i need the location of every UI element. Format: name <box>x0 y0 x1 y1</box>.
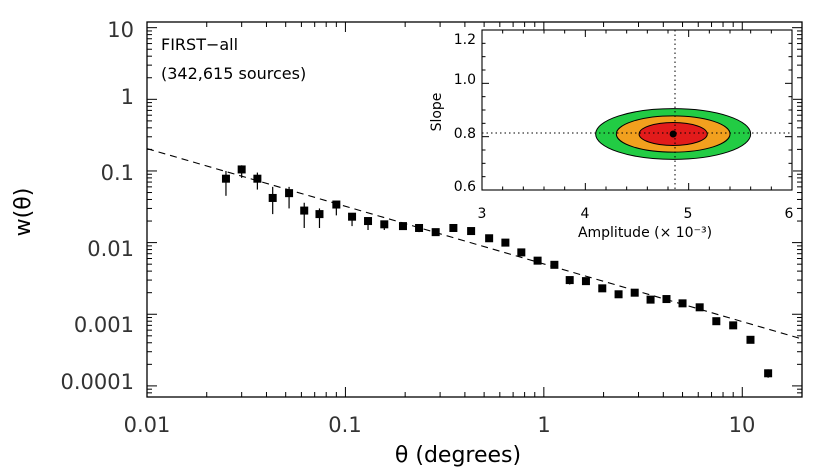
data-point-4 <box>285 189 294 198</box>
x-axis-label: θ (degrees) <box>395 443 521 467</box>
dataset-annotation-line-2: (342,615 sources) <box>161 64 306 83</box>
y-axis-label: w(θ) <box>11 188 36 237</box>
inset-x-axis-label: Amplitude (× 10⁻³) <box>578 225 712 241</box>
inset-x-tick-label-3: 6 <box>785 206 794 222</box>
x-tick-label-1: 0.1 <box>328 413 361 437</box>
data-point-6 <box>315 210 324 219</box>
y-tick-label-0: 0.0001 <box>61 370 134 394</box>
data-point-5 <box>300 206 309 215</box>
data-point-32 <box>746 335 755 344</box>
y-tick-label-1: 0.001 <box>74 313 134 337</box>
data-point-28 <box>678 299 687 308</box>
main-plot-frame <box>146 21 803 398</box>
data-point-7 <box>332 200 341 209</box>
data-points <box>221 165 773 378</box>
inset-plot: 3 4 5 6 0.6 0.8 1.0 1.2 Amplitude (× 10⁻… <box>429 29 794 241</box>
y-tick-label-5: 10 <box>107 18 134 42</box>
x-tick-label-2: 1 <box>537 413 550 437</box>
main-axis-ticks <box>146 22 803 398</box>
data-point-10 <box>380 220 389 229</box>
data-point-31 <box>729 321 738 330</box>
x-tick-label-0: 0.01 <box>124 413 171 437</box>
data-point-17 <box>501 238 510 247</box>
x-tick-label-3: 10 <box>729 413 756 437</box>
data-point-22 <box>581 277 590 286</box>
inset-x-tick-label-2: 5 <box>684 206 693 222</box>
data-point-21 <box>565 276 574 285</box>
inset-x-tick-label-0: 3 <box>478 206 487 222</box>
data-point-12 <box>415 223 424 232</box>
data-point-33 <box>764 369 773 378</box>
data-point-20 <box>550 260 559 269</box>
data-point-0 <box>221 174 230 183</box>
data-point-8 <box>348 212 357 221</box>
data-point-24 <box>614 290 623 299</box>
data-point-15 <box>467 227 476 236</box>
inset-y-tick-label-1: 0.8 <box>454 126 476 142</box>
data-point-26 <box>646 295 655 304</box>
data-point-13 <box>431 228 440 237</box>
data-point-2 <box>253 174 262 183</box>
data-point-23 <box>598 284 607 293</box>
data-point-29 <box>695 303 704 312</box>
y-tick-label-2: 0.01 <box>87 237 134 261</box>
inset-y-tick-label-2: 1.0 <box>454 72 476 88</box>
y-tick-label-4: 1 <box>121 85 134 109</box>
dataset-annotation-line-1: FIRST−all <box>161 35 238 54</box>
inset-axis-ticks <box>481 29 793 191</box>
data-point-25 <box>630 288 639 297</box>
data-point-9 <box>364 217 373 226</box>
best-fit-point <box>669 130 677 138</box>
data-point-27 <box>662 295 671 304</box>
inset-y-tick-label-0: 0.6 <box>454 179 476 195</box>
inset-y-tick-label-3: 1.2 <box>454 32 476 48</box>
inset-x-tick-label-1: 4 <box>581 206 590 222</box>
inset-y-axis-label: Slope <box>429 93 445 132</box>
data-point-3 <box>268 193 277 202</box>
data-point-14 <box>449 223 458 232</box>
y-tick-label-3: 0.1 <box>101 161 134 185</box>
data-point-18 <box>517 248 526 257</box>
data-point-11 <box>398 222 407 231</box>
data-point-30 <box>712 317 721 326</box>
data-point-16 <box>485 234 494 243</box>
data-point-19 <box>533 256 542 265</box>
data-point-1 <box>237 165 246 174</box>
